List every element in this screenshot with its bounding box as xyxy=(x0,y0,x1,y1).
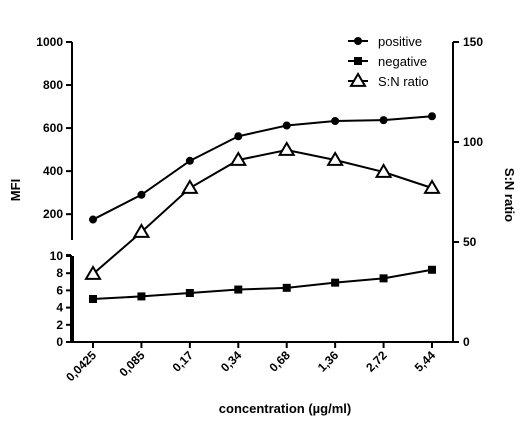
data-point xyxy=(282,121,291,130)
data-point xyxy=(84,265,102,280)
data-point xyxy=(132,223,151,238)
data-point xyxy=(282,283,291,292)
data-point xyxy=(379,274,388,283)
data-point xyxy=(137,190,146,199)
data-point xyxy=(331,116,340,125)
legend: positive negative S:N ratio xyxy=(348,34,429,89)
x-tick-label: 2,72 xyxy=(363,348,390,375)
data-point xyxy=(185,156,194,165)
data-point xyxy=(326,151,344,166)
x-tick-label: 0,34 xyxy=(218,348,245,375)
y-tick-label: 400 xyxy=(43,164,63,178)
y-tick-label: 8 xyxy=(56,266,63,280)
data-point xyxy=(185,288,194,297)
y2-tick-label: 100 xyxy=(463,135,483,149)
y-tick-label: 6 xyxy=(56,283,63,297)
y-tick-label: 800 xyxy=(43,78,63,92)
legend-label: S:N ratio xyxy=(378,74,429,89)
legend-label: negative xyxy=(378,54,427,69)
legend-marker xyxy=(349,72,367,87)
x-tick-label: 0,17 xyxy=(170,348,197,375)
data-point xyxy=(379,116,388,125)
data-point xyxy=(428,112,436,121)
legend-marker xyxy=(354,57,362,65)
data-point xyxy=(331,278,340,287)
data-point xyxy=(234,132,243,141)
x-axis-title: concentration (µg/ml) xyxy=(219,401,351,416)
data-point xyxy=(137,292,146,301)
x-tick-label: 1,36 xyxy=(315,348,342,375)
series-1 xyxy=(89,265,436,303)
x-tick-label: 0,68 xyxy=(266,348,293,375)
series-line xyxy=(92,148,433,275)
legend-marker xyxy=(354,37,362,45)
x-tick-label: 0,0425 xyxy=(63,348,99,384)
series-layer xyxy=(84,112,441,303)
y-tick-label: 10 xyxy=(50,249,64,263)
data-point xyxy=(428,265,436,274)
data-point xyxy=(229,151,248,166)
y2-axis-title: S:N ratio xyxy=(502,168,517,222)
y2-tick-label: 150 xyxy=(463,35,483,49)
y2-tick-label: 0 xyxy=(463,335,470,349)
series-line xyxy=(92,115,433,221)
data-point xyxy=(234,285,243,294)
y-tick-label: 1000 xyxy=(36,35,63,49)
x-tick-label: 5,44 xyxy=(412,348,439,375)
data-point xyxy=(181,179,199,194)
series-0 xyxy=(89,112,436,224)
y-tick-label: 0 xyxy=(56,335,63,349)
y-tick-label: 4 xyxy=(56,301,63,315)
x-tick-label: 0,085 xyxy=(116,348,147,379)
y-tick-label: 200 xyxy=(43,207,63,221)
axes xyxy=(66,41,459,348)
legend-label: positive xyxy=(378,34,422,49)
y-tick-label: 2 xyxy=(56,318,63,332)
data-point xyxy=(277,141,296,156)
y-axis-lower-band xyxy=(70,256,74,342)
data-point xyxy=(89,215,97,224)
data-point xyxy=(423,179,441,194)
y-tick-label: 600 xyxy=(43,121,63,135)
y2-tick-label: 50 xyxy=(463,235,477,249)
series-line xyxy=(92,268,433,300)
series-2 xyxy=(84,141,441,280)
y-axis-title: MFI xyxy=(8,179,23,201)
data-point xyxy=(374,163,393,178)
data-point xyxy=(89,295,97,303)
